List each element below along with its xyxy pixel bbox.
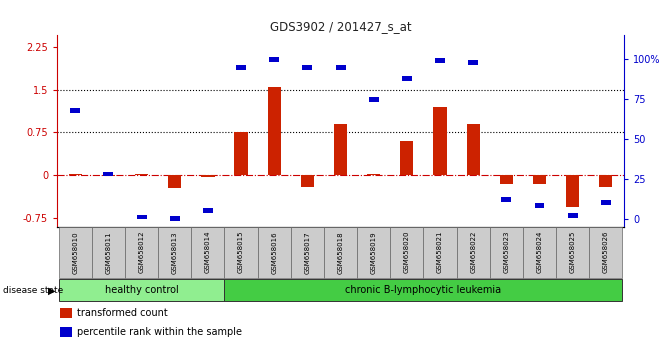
Bar: [466, 124, 480, 175]
Bar: [291, 227, 324, 278]
Bar: [268, 87, 281, 175]
Text: GSM658014: GSM658014: [205, 231, 211, 274]
Bar: [191, 227, 225, 278]
Bar: [523, 227, 556, 278]
Text: GSM658016: GSM658016: [271, 231, 277, 274]
Text: GSM658022: GSM658022: [470, 231, 476, 273]
Bar: [102, 175, 115, 176]
Bar: [68, 174, 82, 175]
Bar: [225, 279, 623, 302]
Bar: [433, 107, 447, 175]
Bar: [435, 58, 445, 63]
Bar: [137, 215, 146, 219]
Bar: [303, 65, 312, 70]
Bar: [158, 227, 191, 278]
Bar: [225, 227, 258, 278]
Text: disease state: disease state: [3, 286, 64, 296]
Bar: [566, 175, 579, 207]
Bar: [490, 227, 523, 278]
Text: GSM658015: GSM658015: [238, 231, 244, 274]
Bar: [533, 175, 546, 184]
Bar: [336, 65, 346, 70]
Bar: [135, 174, 148, 175]
Bar: [391, 227, 423, 278]
Bar: [234, 132, 248, 175]
Bar: [58, 279, 225, 302]
Bar: [168, 175, 181, 188]
Bar: [589, 227, 623, 278]
Bar: [301, 175, 314, 187]
Bar: [258, 227, 291, 278]
Text: GSM658023: GSM658023: [503, 231, 509, 274]
Bar: [92, 227, 125, 278]
Bar: [70, 108, 81, 113]
Text: GSM658010: GSM658010: [72, 231, 79, 274]
Bar: [203, 208, 213, 213]
Text: GSM658021: GSM658021: [437, 231, 443, 274]
Bar: [599, 175, 613, 187]
Text: GSM658019: GSM658019: [370, 231, 376, 274]
Text: GSM658012: GSM658012: [139, 231, 144, 274]
Title: GDS3902 / 201427_s_at: GDS3902 / 201427_s_at: [270, 20, 411, 33]
Bar: [369, 97, 378, 102]
Bar: [535, 204, 544, 208]
Text: GSM658020: GSM658020: [404, 231, 410, 274]
Text: GSM658017: GSM658017: [305, 231, 311, 274]
Bar: [269, 57, 279, 62]
Bar: [125, 227, 158, 278]
Text: percentile rank within the sample: percentile rank within the sample: [77, 327, 242, 337]
Text: healthy control: healthy control: [105, 285, 178, 295]
Text: GSM658011: GSM658011: [105, 231, 111, 274]
Text: GSM658013: GSM658013: [172, 231, 178, 274]
Bar: [500, 175, 513, 184]
Bar: [402, 76, 412, 81]
Text: ▶: ▶: [48, 286, 56, 296]
Bar: [357, 227, 391, 278]
Bar: [201, 175, 215, 177]
Bar: [367, 174, 380, 175]
Bar: [601, 200, 611, 205]
Text: GSM658025: GSM658025: [570, 231, 576, 273]
Bar: [501, 197, 511, 202]
Bar: [103, 172, 113, 176]
Bar: [324, 227, 357, 278]
Bar: [400, 141, 413, 175]
Bar: [468, 60, 478, 65]
Text: GSM658024: GSM658024: [537, 231, 542, 273]
Text: transformed count: transformed count: [77, 308, 168, 318]
Bar: [423, 227, 456, 278]
Bar: [58, 227, 92, 278]
Bar: [456, 227, 490, 278]
Bar: [556, 227, 589, 278]
Bar: [334, 124, 347, 175]
Bar: [568, 213, 578, 218]
Bar: [170, 216, 180, 221]
Text: chronic B-lymphocytic leukemia: chronic B-lymphocytic leukemia: [346, 285, 501, 295]
Text: GSM658018: GSM658018: [338, 231, 344, 274]
Text: GSM658026: GSM658026: [603, 231, 609, 274]
Bar: [236, 65, 246, 70]
